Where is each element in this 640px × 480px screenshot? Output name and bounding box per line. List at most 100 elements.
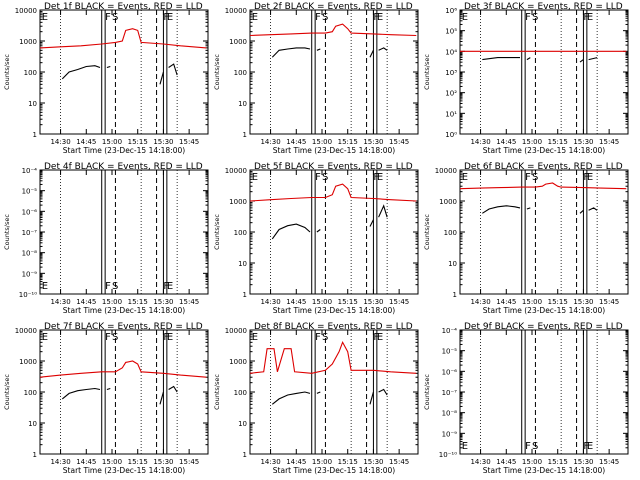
x-tick-label: 14:45 — [76, 458, 96, 466]
x-tick-label: 15:15 — [128, 458, 148, 466]
x-axis-label: Start Time (23-Dec-15 14:18:00) — [483, 466, 605, 475]
x-tick-label: 15:45 — [599, 458, 619, 466]
x-axis-label: Start Time (23-Dec-15 14:18:00) — [63, 466, 185, 475]
series-lld-line — [249, 183, 417, 202]
x-axis-label: Start Time (23-Dec-15 14:18:00) — [483, 306, 605, 315]
plot-frame — [39, 9, 209, 135]
y-tick-label: 10 — [28, 420, 37, 428]
phase-label: F — [315, 12, 321, 23]
phase-label: E — [587, 12, 593, 23]
panel-title: Det 1f BLACK = Events, RED = LLD — [44, 2, 203, 12]
series-events-line — [271, 204, 388, 240]
panel-det-1f: Det 1f BLACK = Events, RED = LLD 1 10 100 10… — [3, 2, 209, 155]
plot-frame — [249, 329, 419, 455]
x-tick-label: 15:15 — [548, 298, 568, 306]
plot-frame — [39, 329, 209, 455]
x-tick-label: 15:30 — [153, 458, 173, 466]
x-tick-label: 15:00 — [102, 458, 122, 466]
x-tick-label: 15:00 — [102, 298, 122, 306]
panel-det-2f: Det 2f BLACK = Events, RED = LLD 1 10 100 10… — [213, 2, 419, 155]
y-tick-label: 100 — [444, 229, 457, 237]
y-tick-label: 10⁻⁷ — [22, 229, 38, 237]
x-tick-label: 15:15 — [338, 458, 358, 466]
phase-label: E — [167, 12, 173, 23]
x-tick-label: 15:45 — [389, 298, 409, 306]
panel-title: Det 3f BLACK = Events, RED = LLD — [464, 2, 623, 12]
phase-label: S — [532, 441, 538, 452]
x-tick-label: 15:30 — [153, 138, 173, 146]
x-axis-label: Start Time (23-Dec-15 14:18:00) — [273, 306, 395, 315]
y-tick-label: 10⁻¹⁰ — [439, 451, 457, 459]
y-tick-label: 10⁻⁷ — [442, 389, 458, 397]
y-tick-label: 10⁻⁴ — [442, 327, 458, 335]
x-tick-label: 15:30 — [153, 298, 173, 306]
x-tick-label: 15:30 — [363, 298, 383, 306]
y-tick-label: 10000 — [15, 327, 37, 335]
y-tick-label: 10000 — [435, 167, 457, 175]
phase-label: F — [583, 12, 589, 23]
phase-label: E — [42, 332, 48, 343]
panel-det-8f: Det 8f BLACK = Events, RED = LLD 1 10 100 10… — [213, 322, 419, 475]
phase-label: F — [315, 332, 321, 343]
y-tick-label: 10⁴ — [445, 48, 457, 56]
y-tick-label: 10⁻⁵ — [22, 188, 38, 196]
y-tick-label: 10 — [448, 260, 457, 268]
series-events-line — [61, 385, 178, 405]
phase-label: F — [525, 441, 531, 452]
phase-label: E — [167, 332, 173, 343]
y-tick-label: 10⁻⁸ — [442, 410, 458, 418]
x-tick-label: 15:30 — [573, 298, 593, 306]
y-tick-label: 100 — [24, 69, 37, 77]
phase-label: E — [462, 441, 468, 452]
phase-label: E — [587, 172, 593, 183]
x-tick-label: 15:00 — [522, 138, 542, 146]
phase-label: S — [112, 12, 118, 23]
y-tick-label: 100 — [24, 389, 37, 397]
phase-label: F — [315, 172, 321, 183]
y-tick-label: 10⁻⁶ — [22, 208, 38, 216]
phase-label: E — [252, 332, 258, 343]
x-tick-label: 15:45 — [389, 458, 409, 466]
x-tick-label: 15:15 — [548, 458, 568, 466]
y-tick-label: 10000 — [225, 327, 247, 335]
panel-det-9f: Det 9f BLACK = Events, RED = LLD 10⁻¹⁰ 10⁻… — [423, 322, 629, 475]
y-tick-label: 1 — [243, 131, 247, 139]
x-tick-label: 14:45 — [496, 298, 516, 306]
x-tick-label: 15:45 — [179, 458, 199, 466]
panel-det-6f: Det 6f BLACK = Events, RED = LLD 1 10 100 10… — [423, 162, 629, 315]
phase-label: F — [373, 172, 379, 183]
y-tick-label: 1000 — [229, 198, 247, 206]
x-tick-label: 14:30 — [260, 138, 280, 146]
phase-label: F — [525, 172, 531, 183]
y-tick-label: 10¹ — [445, 110, 457, 118]
x-tick-label: 15:30 — [363, 138, 383, 146]
y-tick-label: 1000 — [229, 38, 247, 46]
x-tick-label: 14:30 — [470, 138, 490, 146]
y-tick-label: 1000 — [229, 358, 247, 366]
y-tick-label: 10² — [445, 90, 457, 98]
series-lld-line — [39, 28, 207, 49]
y-tick-label: 1000 — [19, 38, 37, 46]
phase-label: F — [373, 332, 379, 343]
series-events-line — [482, 57, 598, 63]
x-tick-label: 15:45 — [179, 138, 199, 146]
y-axis-label: Counts/sec — [423, 374, 431, 410]
panel-title: Det 6f BLACK = Events, RED = LLD — [464, 162, 623, 172]
x-tick-label: 14:45 — [286, 298, 306, 306]
y-tick-label: 1000 — [19, 358, 37, 366]
y-tick-label: 10000 — [15, 7, 37, 15]
x-axis-label: Start Time (23-Dec-15 14:18:00) — [63, 146, 185, 155]
phase-label: S — [532, 12, 538, 23]
phase-label: F — [583, 172, 589, 183]
series-events-line — [61, 63, 178, 85]
x-tick-label: 15:00 — [522, 458, 542, 466]
phase-label: F — [373, 12, 379, 23]
x-axis-label: Start Time (23-Dec-15 14:18:00) — [63, 306, 185, 315]
series-lld-line — [459, 182, 627, 190]
y-axis-label: Counts/sec — [423, 54, 431, 90]
x-tick-label: 15:45 — [599, 138, 619, 146]
panel-det-4f: Det 4f BLACK = Events, RED = LLD 10⁻¹⁰ 10⁻… — [3, 162, 209, 315]
y-tick-label: 10³ — [445, 69, 457, 77]
x-tick-label: 15:15 — [338, 138, 358, 146]
